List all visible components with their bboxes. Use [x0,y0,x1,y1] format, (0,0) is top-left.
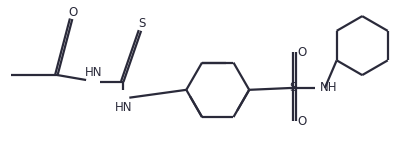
Text: NH: NH [320,81,337,94]
Text: HN: HN [115,101,132,114]
Text: HN: HN [85,66,103,79]
Text: O: O [298,46,307,59]
Text: O: O [69,6,78,19]
Text: S: S [290,81,297,94]
Text: S: S [138,17,146,31]
Text: O: O [298,115,307,128]
